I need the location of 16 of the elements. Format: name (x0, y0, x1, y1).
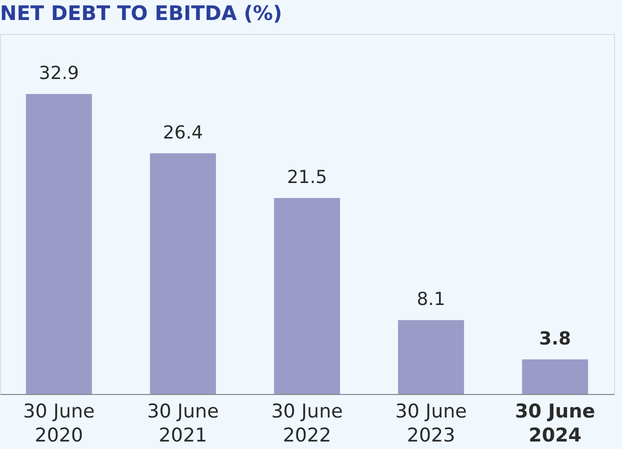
x-tick-label: 30 June 2022 (271, 400, 343, 446)
bar (274, 198, 340, 394)
x-tick-label: 30 June 2023 (395, 400, 467, 446)
data-label: 26.4 (162, 122, 203, 144)
x-tick-label: 30 June 2021 (147, 400, 219, 446)
bar (522, 359, 588, 394)
bar (150, 153, 216, 394)
x-tick-label: 30 June 2020 (23, 400, 95, 446)
chart-title: NET DEBT TO EBITDA (%) (0, 1, 282, 25)
x-tick-label: 30 June 2024 (515, 400, 596, 446)
data-label: 21.5 (286, 166, 328, 188)
data-label: 32.9 (38, 63, 79, 84)
bar (26, 94, 92, 394)
data-label: 8.1 (416, 289, 446, 310)
data-label: 3.8 (539, 328, 572, 350)
bar (398, 320, 464, 394)
